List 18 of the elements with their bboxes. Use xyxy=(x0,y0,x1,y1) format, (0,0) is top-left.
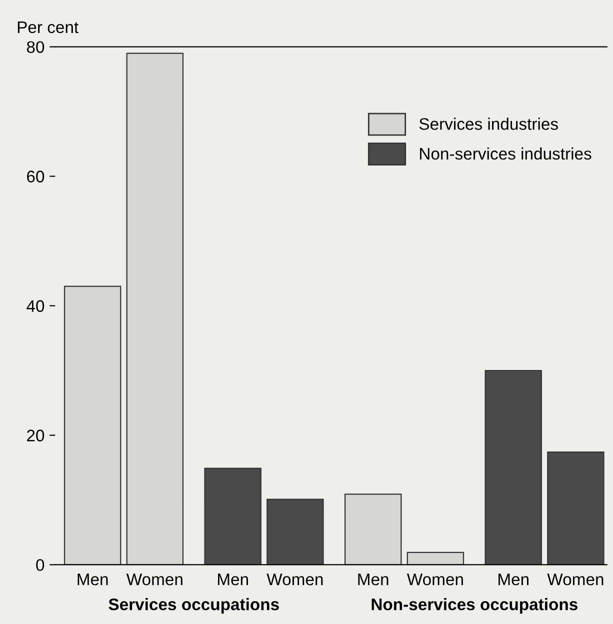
y-axis-title: Per cent xyxy=(18,22,78,34)
x-tick-label: Women xyxy=(126,574,182,586)
y-tick-label: 80 xyxy=(26,41,44,54)
y-tick-label: 20 xyxy=(27,430,44,442)
x-tick-label: Men xyxy=(498,574,528,586)
x-tick-label: Men xyxy=(218,574,248,586)
text: Non-services occupations xyxy=(372,598,578,614)
text: Services occupations xyxy=(108,598,279,614)
y-tick-label: 0 xyxy=(36,559,44,571)
legend-label: Non-services industries xyxy=(420,147,592,160)
x-tick-label: Women xyxy=(547,574,604,586)
legend-label: Services industries xyxy=(419,118,558,130)
x-tick-label: Men xyxy=(358,574,388,586)
x-tick-label: Women xyxy=(406,574,463,586)
x-tick-label: Women xyxy=(266,574,323,586)
y-tick-label: 60 xyxy=(27,170,44,182)
y-tick-label: 40 xyxy=(26,300,44,312)
x-tick-label: Men xyxy=(78,574,108,586)
